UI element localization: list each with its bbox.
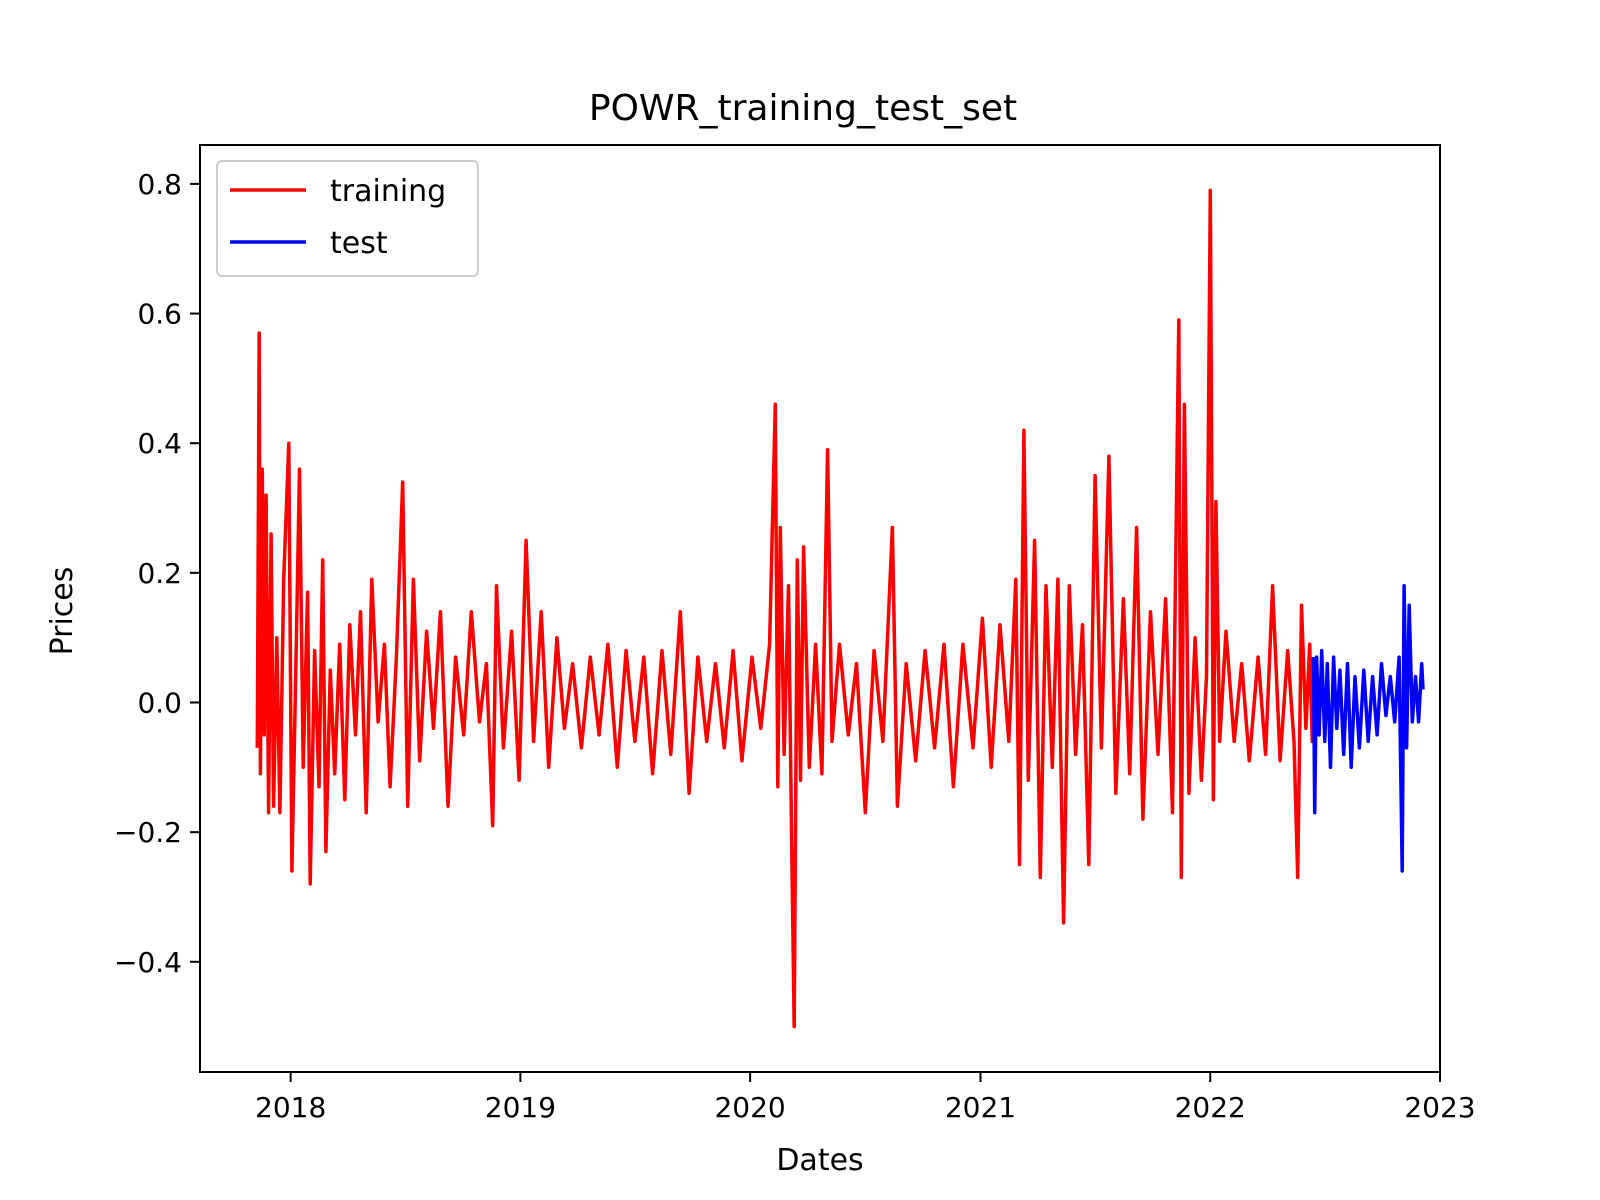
x-axis-title: Dates — [776, 1143, 863, 1178]
legend: training test — [216, 160, 479, 277]
x-tick-label: 2022 — [1175, 1091, 1246, 1124]
x-tick-label: 2023 — [1404, 1091, 1475, 1124]
x-tick-label: 2019 — [485, 1091, 556, 1124]
series-line-training — [255, 188, 1316, 1029]
series-line-test — [1311, 584, 1425, 873]
y-axis: −0.4 −0.2 0.0 0.2 0.4 0.6 0.8 — [114, 168, 200, 979]
x-tick-label: 2020 — [714, 1091, 785, 1124]
y-tick-label: 0.2 — [137, 557, 182, 590]
y-axis-title: Prices — [45, 567, 80, 656]
y-tick-label: 0.8 — [137, 168, 182, 201]
legend-label-training: training — [330, 174, 446, 209]
y-tick-label: −0.4 — [114, 946, 182, 979]
legend-label-test: test — [330, 226, 388, 261]
series-layer — [255, 188, 1425, 1029]
x-axis: 2018 2019 2020 2021 2022 2023 — [255, 1072, 1476, 1124]
y-tick-label: 0.4 — [137, 427, 182, 460]
x-tick-label: 2021 — [945, 1091, 1016, 1124]
y-tick-label: 0.6 — [137, 298, 182, 331]
y-tick-label: −0.2 — [114, 816, 182, 849]
x-tick-label: 2018 — [255, 1091, 326, 1124]
axes-frame — [199, 144, 1441, 1073]
y-tick-label: 0.0 — [137, 686, 182, 719]
chart-title: POWR_training_test_set — [589, 88, 1017, 129]
